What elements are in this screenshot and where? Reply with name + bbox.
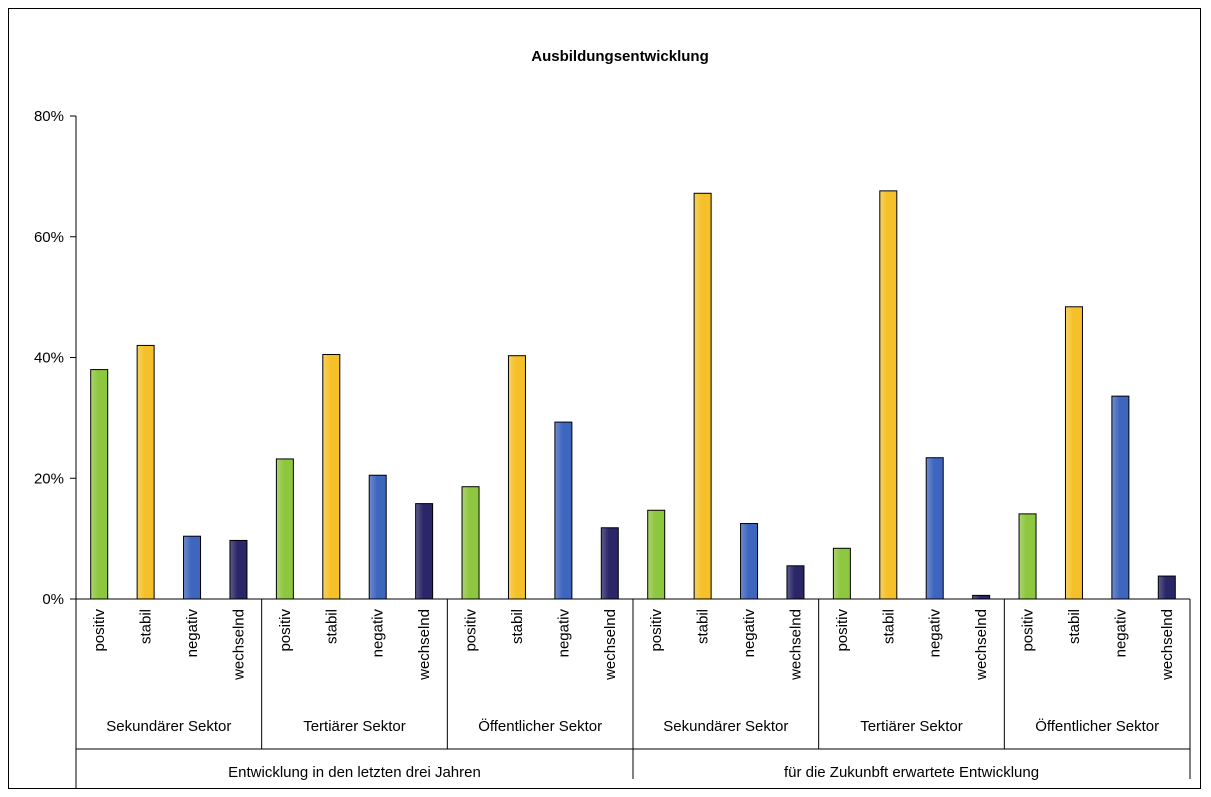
bar-category-label: stabil xyxy=(1066,609,1083,644)
bar-negativ xyxy=(554,421,573,600)
bar-category-label: positiv xyxy=(91,609,108,652)
bar-stabil xyxy=(507,355,526,600)
bar-category-label: stabil xyxy=(138,609,155,644)
bar-negativ xyxy=(368,474,387,600)
bar-stabil xyxy=(136,344,155,600)
bar-stabil xyxy=(879,190,898,600)
y-tick-label: 80% xyxy=(34,108,64,125)
bar-category-label: stabil xyxy=(323,609,340,644)
bar-wechselnd xyxy=(415,503,434,600)
bar-positiv xyxy=(647,509,666,600)
bar-positiv xyxy=(1018,513,1037,600)
bar-category-label: negativ xyxy=(741,609,758,658)
bar-category-label: negativ xyxy=(370,609,387,658)
bar-stabil xyxy=(322,353,341,600)
bar-category-label: stabil xyxy=(880,609,897,644)
bar-negativ xyxy=(740,523,759,600)
sector-label: Sekundärer Sektor xyxy=(663,718,788,735)
axes: 0% 20% 40% 60% 80% xyxy=(34,108,1191,789)
group-label: Entwicklung in den letzten drei Jahren xyxy=(228,764,481,781)
bar-wechselnd xyxy=(786,565,805,600)
bar-category-label: positiv xyxy=(648,609,665,652)
chart-frame: Ausbildungsentwicklung 0% 20% 40% 60% 80% po… xyxy=(8,8,1201,789)
bar-negativ xyxy=(925,457,944,600)
bar-category-label: wechselnd xyxy=(602,609,619,681)
sector-label: Tertiärer Sektor xyxy=(860,718,963,735)
bar-negativ xyxy=(183,535,202,600)
bar-wechselnd xyxy=(600,527,619,600)
bar-category-label: negativ xyxy=(927,609,944,658)
bar-positiv xyxy=(461,486,480,600)
bar-stabil xyxy=(693,192,712,600)
bar-wechselnd xyxy=(1157,575,1176,600)
bar-chart: Ausbildungsentwicklung 0% 20% 40% 60% 80% po… xyxy=(34,48,1191,789)
bar-category-label: positiv xyxy=(277,609,294,652)
y-tick-label: 20% xyxy=(34,470,64,487)
group-label: für die Zukunbft erwartete Entwicklung xyxy=(784,764,1039,781)
category-labels: positiv stabil negativ wechselnd Sekundärer … xyxy=(91,609,1176,781)
y-tick-label: 0% xyxy=(42,591,64,608)
bar-positiv xyxy=(275,458,294,600)
bar-positiv xyxy=(90,369,109,600)
bar-stabil xyxy=(1064,306,1083,600)
bar-negativ xyxy=(1111,395,1130,600)
y-tick-label: 40% xyxy=(34,350,64,367)
bar-category-label: wechselnd xyxy=(973,609,990,681)
bar-category-label: wechselnd xyxy=(230,609,247,681)
bar-category-label: positiv xyxy=(834,609,851,652)
chart-title: Ausbildungsentwicklung xyxy=(531,48,709,65)
sector-label: Öffentlicher Sektor xyxy=(1035,717,1159,735)
bar-positiv xyxy=(832,547,851,600)
bar-wechselnd xyxy=(972,594,991,600)
y-tick-label: 60% xyxy=(34,229,64,246)
bar-category-label: wechselnd xyxy=(416,609,433,681)
bar-category-label: negativ xyxy=(555,609,572,658)
bar-category-label: negativ xyxy=(1112,609,1129,658)
bar-category-label: negativ xyxy=(184,609,201,658)
bar-category-label: stabil xyxy=(695,609,712,644)
bar-wechselnd xyxy=(229,539,248,600)
bar-category-label: wechselnd xyxy=(1159,609,1176,681)
sector-label: Sekundärer Sektor xyxy=(106,718,231,735)
sector-label: Tertiärer Sektor xyxy=(303,718,406,735)
sector-label: Öffentlicher Sektor xyxy=(478,717,602,735)
bar-category-label: positiv xyxy=(463,609,480,652)
bar-category-label: positiv xyxy=(1020,609,1037,652)
bars xyxy=(90,190,1176,600)
bar-category-label: wechselnd xyxy=(787,609,804,681)
bar-category-label: stabil xyxy=(509,609,526,644)
